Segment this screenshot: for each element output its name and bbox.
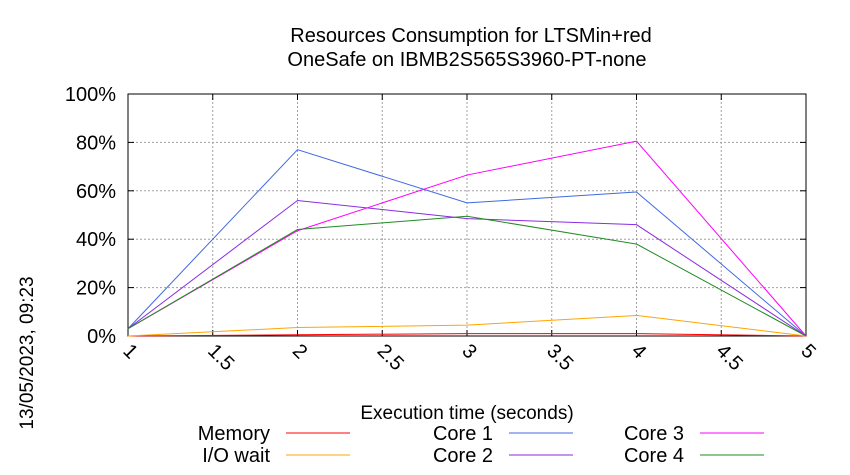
x-tick-label: 2.5 (373, 340, 408, 375)
x-tick-label: 1.5 (203, 340, 238, 375)
x-tick-label: 3 (457, 340, 480, 363)
series-line-core-1 (127, 149, 807, 337)
x-tick-label: 5 (796, 340, 819, 363)
chart-title: Resources Consumption for LTSMin+red (290, 25, 651, 47)
legend-label: Core 2 (433, 445, 493, 467)
legend-label: Core 1 (433, 423, 493, 445)
y-tick-label: 100% (65, 84, 116, 106)
grid (128, 94, 806, 336)
series-line-core-3 (127, 140, 807, 337)
x-tick-label: 1 (118, 340, 141, 363)
axes: 0% 20% 40% 60% 80% 100% 1 1.5 2 2.5 3 3.5 4 4.5 5 (65, 84, 820, 375)
legend-label: Core 4 (624, 445, 684, 467)
series-lines (127, 140, 807, 337)
chart-subtitle: OneSafe on IBMB2S565S3960-PT-none (287, 49, 646, 71)
y-tick-label: 80% (76, 132, 116, 154)
series-line-i-o-wait (127, 314, 807, 337)
series-line-core-2 (127, 199, 807, 337)
series-line-core-4 (127, 215, 807, 337)
side-label: 13/05/2023, 09:23 (17, 276, 38, 429)
x-tick-label: 4.5 (712, 340, 747, 375)
y-tick-label: 0% (87, 326, 116, 348)
legend-label: Core 3 (624, 423, 684, 445)
plot-frame (127, 93, 807, 337)
y-tick-label: 20% (76, 278, 116, 300)
series-line-memory (127, 333, 807, 337)
legend-label: I/O wait (202, 445, 270, 467)
y-tick-label: 40% (76, 229, 116, 251)
x-tick-label: 3.5 (542, 340, 577, 375)
x-tick-label: 2 (288, 340, 311, 363)
y-tick-label: 60% (76, 181, 116, 203)
x-tick-label: 4 (627, 340, 650, 363)
legend-label: Memory (198, 423, 270, 445)
x-axis-label: Execution time (seconds) (360, 403, 573, 424)
